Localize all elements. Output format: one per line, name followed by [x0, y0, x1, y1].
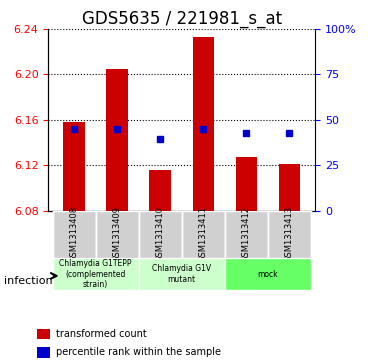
- FancyBboxPatch shape: [53, 258, 139, 290]
- Text: Chlamydia G1TEPP
(complemented
strain): Chlamydia G1TEPP (complemented strain): [59, 259, 132, 289]
- FancyBboxPatch shape: [225, 258, 311, 290]
- Text: percentile rank within the sample: percentile rank within the sample: [56, 347, 221, 357]
- FancyBboxPatch shape: [53, 211, 96, 258]
- FancyBboxPatch shape: [225, 211, 268, 258]
- Bar: [63, 122, 85, 211]
- Title: GDS5635 / 221981_s_at: GDS5635 / 221981_s_at: [82, 10, 282, 28]
- Text: transformed count: transformed count: [56, 329, 147, 339]
- Text: GSM1313409: GSM1313409: [113, 206, 122, 262]
- FancyBboxPatch shape: [139, 258, 225, 290]
- FancyBboxPatch shape: [139, 211, 182, 258]
- Bar: [236, 157, 257, 211]
- Bar: [37, 329, 50, 339]
- Text: mock: mock: [257, 270, 278, 278]
- Text: GSM1313411: GSM1313411: [199, 206, 208, 262]
- Bar: [150, 170, 171, 211]
- Text: GSM1313413: GSM1313413: [285, 206, 294, 262]
- Text: GSM1313412: GSM1313412: [242, 206, 251, 262]
- Text: Chlamydia G1V
mutant: Chlamydia G1V mutant: [152, 264, 211, 284]
- FancyBboxPatch shape: [182, 211, 225, 258]
- Bar: [106, 69, 128, 211]
- Bar: [193, 37, 214, 211]
- Bar: [37, 347, 50, 358]
- Text: infection: infection: [4, 276, 52, 286]
- Bar: [279, 164, 300, 211]
- Text: GSM1313410: GSM1313410: [156, 206, 165, 262]
- FancyBboxPatch shape: [268, 211, 311, 258]
- FancyBboxPatch shape: [96, 211, 139, 258]
- Text: GSM1313408: GSM1313408: [70, 206, 79, 262]
